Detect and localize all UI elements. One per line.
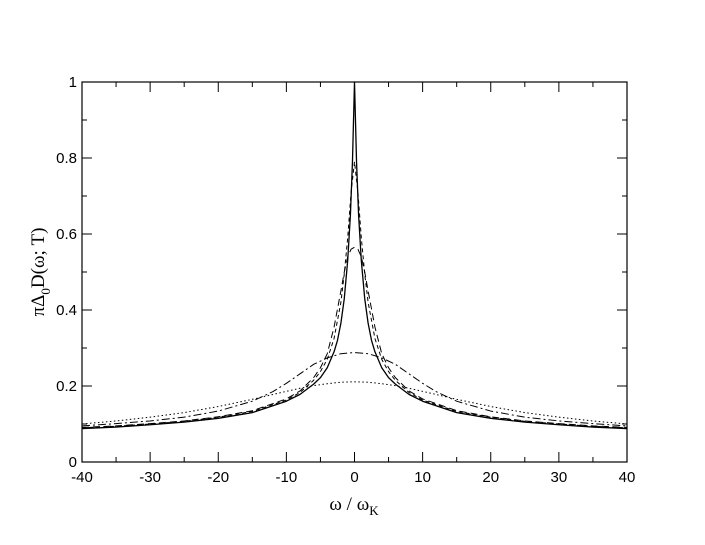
y-tick-label: 0.6: [56, 226, 77, 243]
axis-ticks: [81, 81, 628, 463]
x-tick-label: -30: [139, 469, 161, 486]
axis-tick-labels: -40 -30 -20 -10 0 10 20 30 40 0 0.2 0.4 0.6 0.8 1: [56, 74, 635, 486]
series-line-4: [81, 352, 628, 427]
x-tick-label: -10: [276, 469, 298, 486]
x-tick-label: 0: [350, 469, 358, 486]
x-tick-label: -20: [207, 469, 229, 486]
y-axis-label-post: D(ω; T): [28, 228, 49, 289]
series-line-2: [81, 161, 628, 429]
x-tick-label: -40: [71, 469, 93, 486]
y-tick-label: 0.4: [56, 302, 77, 319]
y-axis-label-pre: πΔ: [28, 295, 49, 317]
x-axis-label-sub: K: [369, 503, 379, 518]
y-axis-label-sub: 0: [38, 288, 53, 295]
x-tick-label: 10: [414, 469, 431, 486]
y-tick-label: 0: [69, 454, 77, 471]
plot-frame: [81, 81, 628, 463]
x-tick-label: 40: [619, 469, 636, 486]
series-line-3: [81, 246, 628, 428]
x-axis-label: ω / ωK: [329, 494, 379, 518]
y-axis-label: πΔ0D(ω; T): [28, 228, 53, 317]
series-line-1: [81, 81, 628, 430]
series-line-5: [81, 381, 628, 425]
x-axis-label-main: ω / ω: [329, 494, 369, 515]
y-tick-label: 0.8: [56, 150, 77, 167]
series-layer: [81, 81, 628, 430]
y-tick-label: 1: [69, 74, 77, 91]
x-tick-label: 30: [551, 469, 568, 486]
x-tick-label: 20: [482, 469, 499, 486]
y-tick-label: 0.2: [56, 378, 77, 395]
